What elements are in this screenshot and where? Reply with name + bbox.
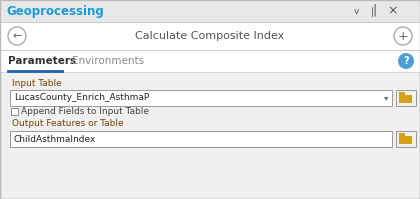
- Text: Output Features or Table: Output Features or Table: [12, 120, 123, 129]
- Bar: [10, 90, 392, 106]
- Circle shape: [398, 53, 414, 69]
- Bar: [396, 131, 416, 147]
- Bar: [396, 90, 416, 106]
- Text: ?: ?: [403, 57, 409, 66]
- Bar: [0, 22, 420, 50]
- Bar: [0, 50, 420, 72]
- Bar: [10, 131, 392, 147]
- Text: Append Fields to Input Table: Append Fields to Input Table: [21, 106, 149, 115]
- Text: ChildAsthmaIndex: ChildAsthmaIndex: [14, 135, 96, 143]
- Text: Input Table: Input Table: [12, 78, 62, 88]
- Bar: [399, 95, 412, 103]
- Text: Calculate Composite Index: Calculate Composite Index: [135, 31, 285, 41]
- Text: |: |: [373, 4, 377, 17]
- Bar: [370, 6, 376, 17]
- Text: Parameters: Parameters: [8, 56, 76, 66]
- Bar: [399, 133, 405, 137]
- Bar: [399, 136, 412, 144]
- Bar: [399, 92, 405, 96]
- Bar: [11, 107, 18, 114]
- Text: ×: ×: [388, 5, 398, 18]
- Bar: [0, 0, 420, 22]
- Text: Environments: Environments: [72, 56, 144, 66]
- Text: ←: ←: [12, 31, 22, 42]
- Text: ▾: ▾: [384, 94, 388, 102]
- Text: ―: ―: [368, 6, 378, 16]
- Text: v: v: [353, 7, 359, 16]
- Text: Geoprocessing: Geoprocessing: [6, 5, 104, 18]
- Text: LucasCounty_Enrich_AsthmaP: LucasCounty_Enrich_AsthmaP: [14, 94, 149, 102]
- Text: +: +: [398, 30, 408, 43]
